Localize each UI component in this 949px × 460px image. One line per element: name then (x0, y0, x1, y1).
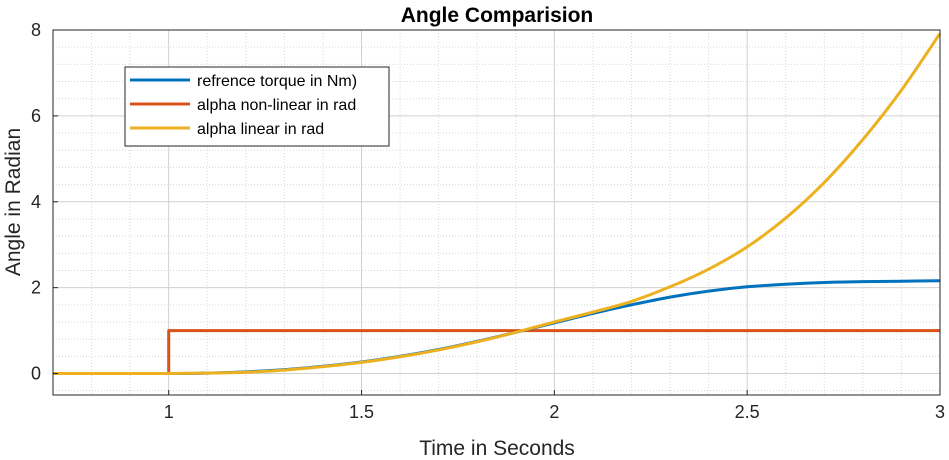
x-tick-label: 3 (935, 402, 945, 422)
legend-items: refrence torque in Nm) alpha non-linear i… (130, 73, 357, 138)
plot-area-border (52, 29, 941, 396)
x-tick-labels: 1 1.5 2 2.5 3 (164, 390, 945, 422)
y-tick-label: 8 (31, 20, 41, 40)
legend-entry-reference-torque-label: refrence torque in Nm) (197, 73, 357, 90)
y-tick-labels: 0 2 4 6 8 (31, 20, 58, 384)
y-tick-label: 0 (31, 364, 41, 384)
chart-title: Angle Comparision (401, 4, 594, 27)
x-tick-label: 2.5 (735, 402, 760, 422)
x-axis-label: Time in Seconds (419, 437, 575, 460)
x-tick-label: 1 (164, 402, 174, 422)
y-tick-label: 2 (31, 278, 41, 298)
y-tick-label: 4 (31, 192, 41, 212)
y-axis-label: Angle in Radian (2, 128, 25, 276)
x-tick-label: 1.5 (349, 402, 374, 422)
series-layer (53, 32, 942, 376)
legend-entry-alpha-nonlinear-label: alpha non-linear in rad (197, 97, 356, 114)
y-tick-label: 6 (31, 106, 41, 126)
legend: refrence torque in Nm) alpha non-linear i… (124, 66, 390, 147)
alpha-linear-line (53, 32, 942, 376)
legend-entry-alpha-linear-label: alpha linear in rad (197, 121, 324, 138)
x-tick-label: 2 (549, 402, 559, 422)
